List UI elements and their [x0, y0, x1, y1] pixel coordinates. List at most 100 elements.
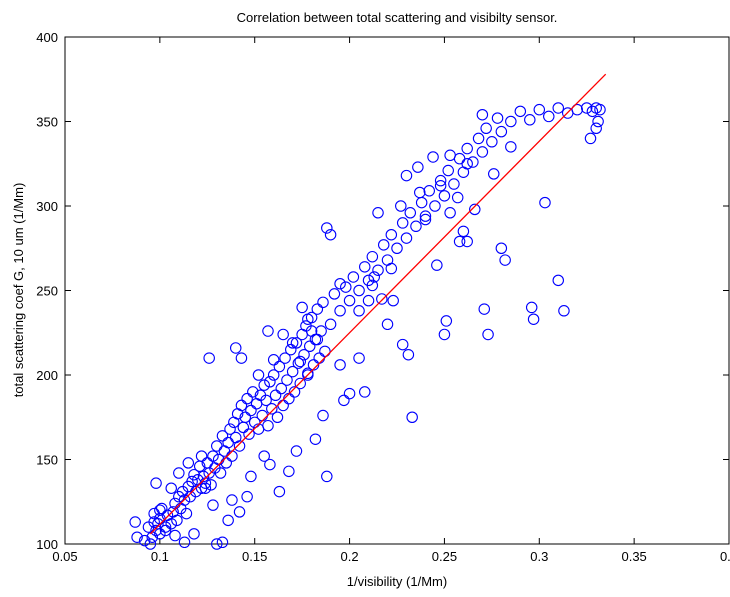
- x-tick-label: 0.2: [341, 549, 359, 564]
- data-point: [525, 301, 538, 314]
- data-point: [239, 411, 251, 423]
- data-point: [245, 470, 257, 483]
- data-point: [224, 423, 236, 435]
- data-point: [524, 114, 536, 126]
- data-point: [178, 494, 191, 506]
- data-point: [480, 122, 492, 135]
- data-point: [552, 102, 565, 114]
- data-point: [290, 445, 303, 457]
- data-point: [171, 514, 183, 527]
- data-point: [434, 174, 447, 187]
- data-point: [472, 132, 485, 145]
- data-point: [400, 169, 413, 182]
- data-point: [594, 103, 606, 116]
- y-tick-label: 200: [36, 368, 58, 383]
- data-point: [571, 103, 583, 116]
- data-point: [180, 507, 193, 520]
- data-point: [262, 419, 274, 432]
- data-point: [328, 288, 341, 300]
- data-point: [294, 377, 306, 390]
- data-point: [302, 367, 314, 380]
- data-point: [169, 529, 181, 542]
- y-tick-label: 300: [36, 199, 58, 214]
- data-point: [391, 242, 403, 255]
- data-point: [245, 404, 257, 417]
- data-point: [590, 122, 602, 135]
- data-point: [334, 359, 346, 371]
- data-point: [434, 179, 447, 192]
- data-point: [381, 318, 394, 331]
- data-point: [243, 428, 255, 440]
- data-point: [467, 156, 479, 168]
- data-point: [396, 338, 409, 351]
- data-point: [552, 274, 565, 287]
- data-point: [267, 354, 280, 366]
- data-point: [423, 185, 436, 197]
- data-point: [334, 305, 346, 317]
- data-point: [461, 158, 473, 170]
- data-point: [159, 521, 172, 533]
- data-point: [366, 250, 379, 263]
- x-axis: 0.05 0.1 0.15 0.2 0.25 0.3 0.35 0.4: [52, 37, 730, 564]
- data-point: [377, 239, 390, 251]
- data-point: [203, 352, 215, 364]
- data-point: [197, 470, 210, 483]
- y-axis-label: total scattering coef G, 10 um (1/Mm): [11, 183, 26, 398]
- data-point: [324, 318, 337, 331]
- data-point: [338, 394, 350, 407]
- data-point: [505, 115, 517, 128]
- x-tick-label: 0.4: [720, 549, 730, 564]
- y-tick-label: 350: [36, 115, 58, 130]
- data-point: [514, 105, 527, 118]
- data-point: [296, 301, 308, 314]
- data-point: [269, 389, 282, 402]
- y-tick-label: 250: [36, 284, 58, 299]
- data-point: [527, 313, 540, 325]
- data-point: [154, 504, 166, 516]
- data-point: [334, 277, 346, 290]
- data-point: [592, 115, 604, 128]
- data-point: [586, 105, 599, 118]
- data-point: [222, 514, 234, 527]
- y-tick-label: 100: [36, 537, 58, 552]
- x-axis-label: 1/visibility (1/Mm): [347, 574, 447, 589]
- data-point: [178, 536, 191, 549]
- data-point: [396, 217, 409, 229]
- data-point: [275, 382, 288, 395]
- data-point: [358, 261, 371, 273]
- y-tick-label: 400: [36, 30, 58, 45]
- data-point: [216, 430, 229, 442]
- data-point: [129, 516, 141, 528]
- data-point: [448, 178, 460, 190]
- data-point: [402, 348, 415, 361]
- data-point: [343, 387, 356, 400]
- data-point: [311, 333, 324, 346]
- data-point: [207, 499, 219, 511]
- data-point: [292, 357, 305, 369]
- data-point: [317, 296, 329, 309]
- data-point: [440, 315, 453, 327]
- scatter-points: [129, 102, 606, 550]
- data-point: [412, 161, 424, 173]
- data-point: [159, 524, 172, 537]
- chart-title: Correlation between total scattering and…: [237, 10, 558, 25]
- data-point: [305, 325, 318, 337]
- fit-line: [149, 73, 607, 535]
- data-point: [376, 293, 388, 305]
- x-tick-label: 0.1: [151, 549, 169, 564]
- data-point: [321, 470, 333, 483]
- data-point: [431, 259, 443, 271]
- data-point: [429, 200, 441, 212]
- data-point: [461, 235, 473, 248]
- plot-area: [64, 36, 730, 545]
- data-point: [495, 125, 508, 138]
- data-point: [324, 228, 337, 241]
- data-point: [491, 112, 504, 124]
- data-point: [248, 416, 261, 429]
- data-point: [311, 303, 324, 315]
- data-point: [584, 132, 597, 145]
- data-point: [372, 264, 384, 276]
- data-point: [358, 386, 371, 398]
- data-point: [495, 242, 508, 255]
